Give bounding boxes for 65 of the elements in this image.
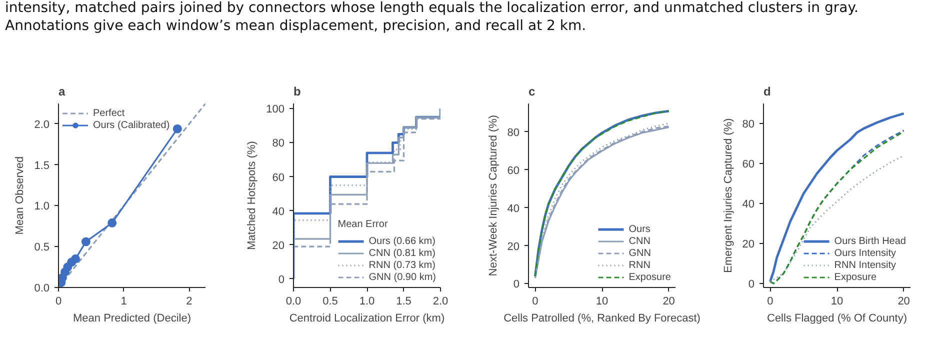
y-tick-label: 1.0 bbox=[34, 200, 50, 213]
y-tick-label: 100 bbox=[266, 104, 285, 116]
legend-label: RNN bbox=[628, 259, 650, 271]
x-tick-label: 0 bbox=[767, 296, 774, 308]
y-tick-label: 80 bbox=[742, 118, 755, 130]
x-tick-label: 0.0 bbox=[286, 296, 302, 308]
y-tick-label: 60 bbox=[272, 172, 285, 184]
y-tick-label: 0 bbox=[748, 278, 755, 290]
y-tick-label: 80 bbox=[507, 126, 520, 139]
x-tick-label: 0 bbox=[55, 296, 62, 308]
x-axis-title: Centroid Localization Error (km) bbox=[289, 312, 445, 324]
legend-label: Ours (Calibrated) bbox=[93, 119, 170, 131]
chart-title: a bbox=[58, 84, 66, 98]
legend-label: GNN (0.90 km) bbox=[368, 271, 436, 283]
y-tick-label: 0.0 bbox=[34, 282, 50, 294]
text: Annotations give each window’s mean displacement, precision, and recall at 2 km. bbox=[5, 18, 586, 34]
y-axis-title: Mean Observed bbox=[14, 156, 26, 235]
x-axis-title: Cells Flagged (% Of County) bbox=[767, 312, 907, 324]
x-tick-label: 2.0 bbox=[432, 296, 448, 308]
y-tick-label: 20 bbox=[507, 240, 520, 253]
y-axis-title: Matched Hotspots (%) bbox=[246, 141, 258, 250]
y-tick-label: 60 bbox=[742, 158, 755, 170]
legend-label: Exposure bbox=[628, 271, 671, 283]
text: intensity, matched pairs joined by connectors whose length equals the localization error, and unmatched clusters in gray. bbox=[5, 0, 858, 16]
x-tick-label: 10 bbox=[830, 296, 844, 308]
x-tick-label: 20 bbox=[898, 296, 910, 308]
legend-title: Mean Error bbox=[338, 219, 389, 230]
legend-label: Ours Birth Head bbox=[834, 235, 906, 247]
chart-title: b bbox=[294, 84, 301, 98]
y-tick-label: 0.5 bbox=[34, 242, 50, 254]
y-tick-label: 80 bbox=[272, 138, 285, 150]
y-axis-title: Next-Week Injuries Captured (%) bbox=[487, 114, 500, 276]
legend-label: RNN (0.73 km) bbox=[368, 259, 436, 271]
x-tick-label: 1 bbox=[120, 296, 127, 308]
x-axis-title: Cells Patrolled (%, Ranked By Forecast) bbox=[504, 312, 700, 324]
y-tick-label: 20 bbox=[272, 240, 285, 252]
chart-title: c bbox=[528, 84, 536, 98]
x-tick-label: 10 bbox=[596, 296, 608, 308]
legend-label: Ours bbox=[628, 223, 650, 235]
legend-label: Ours (0.66 km) bbox=[368, 235, 436, 247]
y-axis-title: Emergent Injuries Captured (%) bbox=[722, 118, 734, 273]
x-tick-label: 1.5 bbox=[396, 296, 412, 308]
y-tick-label: 40 bbox=[742, 198, 755, 210]
x-tick-label: 1.0 bbox=[359, 296, 375, 308]
y-tick-label: 40 bbox=[272, 206, 285, 218]
y-tick-label: 0 bbox=[513, 278, 520, 291]
legend-label: CNN bbox=[628, 235, 650, 247]
legend-label: Perfect bbox=[93, 107, 125, 119]
y-tick-label: 40 bbox=[507, 202, 520, 215]
y-tick-label: 1.5 bbox=[34, 160, 50, 172]
legend-label: CNN (0.81 km) bbox=[368, 247, 436, 259]
x-tick-label: 0 bbox=[532, 296, 538, 308]
y-tick-label: 20 bbox=[742, 238, 755, 250]
y-tick-label: 2.0 bbox=[34, 118, 50, 131]
chart-title: d bbox=[764, 84, 771, 98]
legend-label: RNN Intensity bbox=[834, 259, 896, 271]
legend-label: Exposure bbox=[834, 271, 877, 283]
x-axis-title: Mean Predicted (Decile) bbox=[73, 312, 192, 324]
legend-label: Ours Intensity bbox=[834, 247, 896, 259]
legend-label: GNN bbox=[628, 247, 651, 259]
y-tick-label: 60 bbox=[507, 164, 520, 177]
x-tick-label: 0.5 bbox=[322, 296, 338, 308]
y-tick-label: 0 bbox=[278, 274, 285, 286]
x-tick-label: 2 bbox=[186, 296, 192, 308]
x-tick-label: 20 bbox=[662, 296, 675, 308]
